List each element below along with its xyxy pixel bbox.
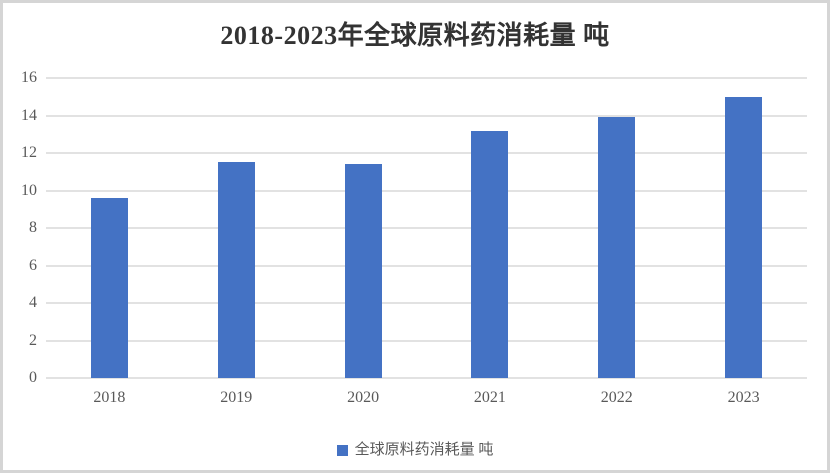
bar-2020 [344, 164, 382, 378]
legend-swatch-icon [336, 445, 348, 456]
x-axis-tick-label: 2022 [600, 389, 633, 406]
bar-2018 [90, 198, 128, 378]
x-axis-tick-label: 2018 [93, 389, 126, 406]
bar-2019 [217, 162, 255, 378]
gridline-y-6 [46, 264, 807, 267]
x-axis-tick-label: 2023 [727, 389, 760, 406]
bar-2021 [471, 130, 509, 378]
y-axis-tick-label: 8 [29, 219, 37, 236]
gridline-y-14 [46, 114, 807, 117]
x-axis-tick-label: 2021 [473, 389, 506, 406]
gridline-y-0 [46, 377, 807, 379]
x-axis-tick-label: 2019 [220, 389, 253, 406]
y-axis-tick-label: 6 [29, 256, 37, 274]
y-axis-tick-label: 12 [21, 144, 37, 161]
legend-label: 全球原料药消耗量 吨 [354, 442, 494, 458]
x-axis-tick-label: 2020 [347, 389, 380, 406]
gridline-y-12 [46, 152, 807, 154]
y-axis-tick-label: 4 [29, 294, 37, 311]
y-axis-tick-label: 14 [21, 106, 37, 124]
gridline-y-2 [46, 339, 807, 342]
chart-title: 2018-2023年全球原料药消耗量 吨 [220, 21, 610, 50]
gridline-y-10 [46, 189, 807, 192]
bar-2022 [598, 117, 636, 378]
y-axis-tick-label: 16 [21, 69, 37, 86]
gridline-y-16 [46, 77, 807, 79]
gridline-y-4 [46, 302, 807, 304]
y-axis-tick-label: 0 [29, 369, 37, 386]
plot-area: 0 2 4 6 8 10 12 14 16 2018 2019 2020 2021 2022 2023 [3, 3, 827, 470]
gridline-y-8 [46, 227, 807, 229]
bar-2023 [725, 96, 763, 378]
legend: 全球原料药消耗量 吨 [3, 443, 827, 458]
y-axis-tick-label: 2 [29, 331, 37, 349]
y-axis-tick-label: 10 [21, 181, 37, 199]
